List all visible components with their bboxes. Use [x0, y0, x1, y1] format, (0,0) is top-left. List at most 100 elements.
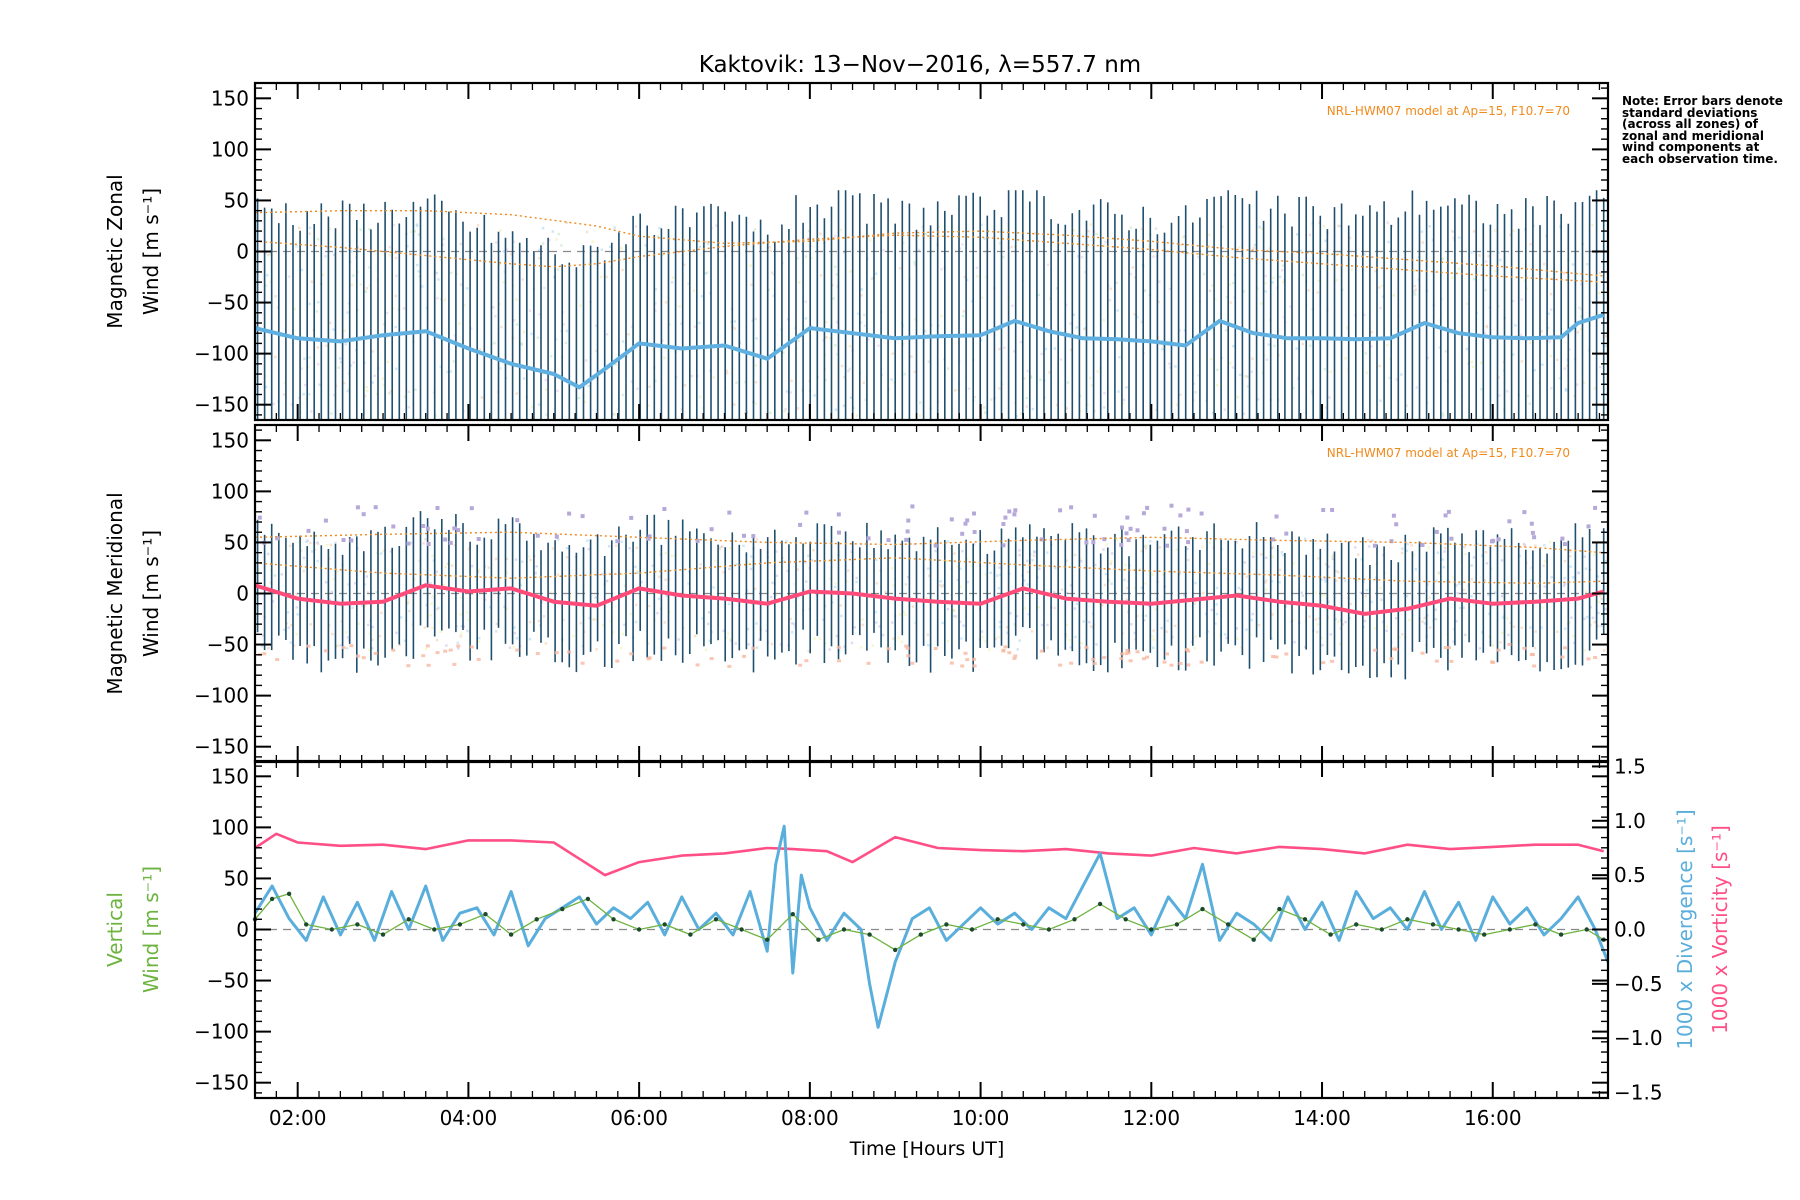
scatter-point — [1512, 229, 1515, 233]
scatter-point — [1012, 512, 1017, 517]
scatter-point — [580, 514, 585, 519]
scatter-point — [470, 564, 474, 568]
scatter-point — [1239, 646, 1243, 649]
data-point — [995, 917, 1000, 922]
scatter-point — [746, 627, 750, 631]
scatter-point — [1468, 564, 1472, 568]
scatter-point — [332, 328, 335, 331]
scatter-point — [537, 248, 541, 252]
scatter-point — [605, 333, 609, 336]
scatter-point — [1301, 273, 1305, 277]
scatter-point — [900, 640, 904, 643]
scatter-point — [1210, 608, 1213, 612]
scatter-point — [557, 538, 560, 541]
scatter-point — [1549, 292, 1553, 296]
scatter-point — [765, 629, 768, 633]
scatter-point — [1359, 591, 1363, 595]
scatter-point — [267, 647, 270, 650]
scatter-point — [273, 574, 277, 577]
scatter-point — [554, 534, 559, 539]
scatter-point — [577, 396, 580, 400]
scatter-point — [665, 594, 668, 597]
scatter-point — [395, 274, 398, 278]
scatter-point — [257, 515, 262, 520]
scatter-point — [750, 283, 753, 286]
scatter-point — [382, 383, 386, 387]
scatter-point — [959, 585, 962, 588]
scatter-point — [866, 661, 871, 665]
scatter-point — [1084, 645, 1089, 649]
scatter-point — [857, 312, 860, 315]
scatter-point — [1528, 341, 1532, 345]
scatter-point — [309, 623, 312, 626]
scatter-point — [1178, 662, 1183, 665]
scatter-point — [289, 641, 293, 644]
scatter-point — [827, 559, 830, 563]
scatter-point — [1420, 543, 1425, 547]
scatter-point — [1470, 251, 1473, 254]
scatter-point — [695, 538, 700, 543]
scatter-point — [664, 551, 667, 555]
scatter-point — [1303, 537, 1307, 540]
scatter-point — [662, 646, 667, 650]
scatter-point — [611, 412, 615, 416]
scatter-point — [1540, 330, 1543, 333]
scatter-point — [728, 547, 732, 550]
scatter-point — [1046, 263, 1050, 267]
scatter-point — [346, 389, 349, 393]
scatter-point — [1365, 371, 1368, 374]
scatter-point — [1065, 407, 1068, 410]
scatter-point — [704, 272, 708, 275]
scatter-point — [1562, 542, 1567, 547]
scatter-point — [498, 263, 501, 266]
scatter-point — [505, 557, 509, 561]
scatter-point — [1370, 345, 1373, 348]
scatter-point — [924, 232, 928, 235]
scatter-point — [692, 289, 695, 292]
scatter-point — [1558, 377, 1561, 380]
scatter-point — [1346, 326, 1349, 330]
scatter-point — [1102, 548, 1105, 551]
scatter-point — [712, 376, 715, 379]
scatter-point — [1012, 350, 1016, 353]
scatter-point — [663, 356, 666, 360]
scatter-point — [786, 569, 789, 573]
scatter-point — [864, 398, 868, 402]
scatter-point — [1434, 608, 1437, 611]
scatter-point — [768, 246, 771, 249]
data-point — [432, 927, 437, 932]
data-point — [739, 927, 744, 932]
scatter-point — [980, 630, 984, 633]
scatter-point — [1144, 582, 1147, 585]
scatter-point — [1493, 229, 1497, 232]
scatter-point — [1343, 579, 1347, 582]
scatter-point — [1349, 602, 1353, 606]
scatter-point — [855, 580, 858, 584]
scatter-point — [1365, 589, 1369, 592]
scatter-point — [1069, 505, 1074, 510]
scatter-point — [1140, 549, 1143, 553]
scatter-point — [1029, 376, 1033, 379]
scatter-point — [1593, 656, 1598, 659]
scatter-point — [972, 664, 977, 668]
scatter-point — [965, 658, 970, 662]
scatter-point — [918, 414, 921, 417]
scatter-point — [874, 610, 877, 614]
scatter-point — [579, 621, 582, 625]
scatter-point — [928, 574, 931, 577]
scatter-point — [1563, 577, 1566, 580]
scatter-point — [425, 603, 428, 607]
scatter-point — [1577, 571, 1580, 574]
scatter-point — [332, 577, 336, 581]
scatter-point — [302, 569, 305, 573]
scatter-point — [1458, 606, 1462, 610]
scatter-point — [1484, 550, 1488, 554]
scatter-point — [1421, 241, 1424, 244]
scatter-point — [1518, 639, 1521, 642]
scatter-point — [742, 654, 746, 658]
scatter-point — [1415, 386, 1418, 389]
scatter-point — [316, 346, 320, 349]
scatter-point — [1151, 635, 1154, 638]
scatter-point — [804, 255, 808, 258]
scatter-point — [1569, 555, 1572, 558]
